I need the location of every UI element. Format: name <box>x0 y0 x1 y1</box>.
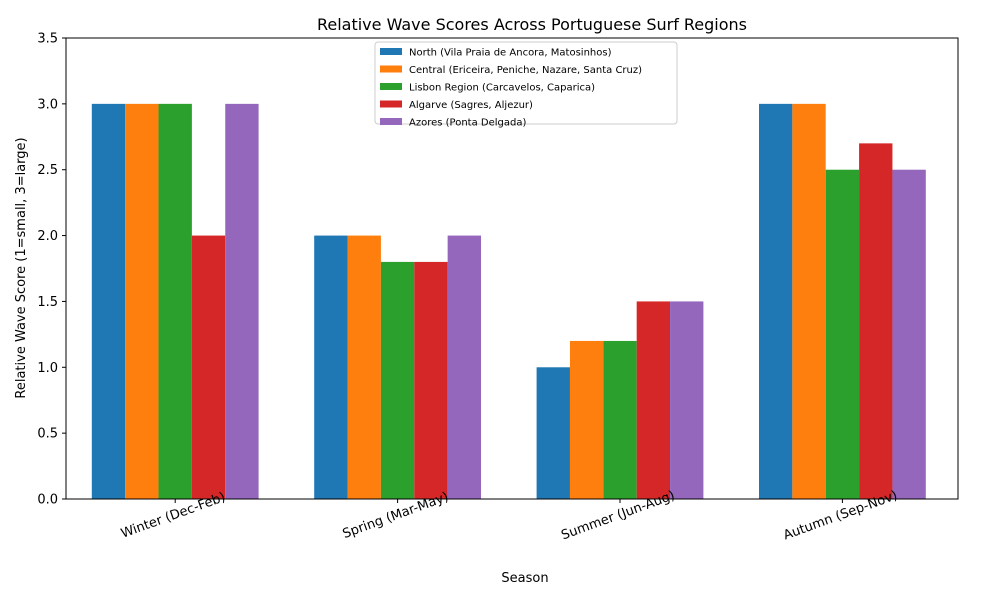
y-tick-label: 3.5 <box>37 32 58 47</box>
y-tick-label: 2.5 <box>37 163 58 178</box>
plot-frame <box>65 37 959 500</box>
y-axis: 0.0 0.5 1.0 1.5 2.0 2.5 3.0 3.5 <box>37 32 959 508</box>
y-tick-label: 1.0 <box>37 361 58 376</box>
bar-series-4-cat-2 <box>670 301 704 499</box>
bar-series-2-cat-0 <box>158 103 192 500</box>
bar-series-2-cat-2 <box>603 340 637 499</box>
bar-series-1-cat-2 <box>569 340 604 499</box>
legend-label: North (Vila Praia de Ancora, Matosinhos) <box>409 48 612 59</box>
bar-series-4-cat-3 <box>892 169 926 499</box>
bars-group <box>91 103 926 500</box>
y-tick-label: 0.5 <box>37 427 58 442</box>
y-tick-label: 1.5 <box>37 295 58 310</box>
legend-label: Azores (Ponta Delgada) <box>409 118 526 129</box>
y-axis-title: Relative Wave Score (1=small, 3=large) <box>14 137 29 398</box>
bar-series-1-cat-3 <box>792 103 826 500</box>
legend: North (Vila Praia de Ancora, Matosinhos)… <box>374 41 678 129</box>
legend-box <box>374 41 678 125</box>
legend-swatch <box>380 83 402 90</box>
chart-title: Relative Wave Scores Across Portuguese S… <box>317 15 747 34</box>
bar-series-1-cat-0 <box>125 103 159 500</box>
legend-swatch <box>380 118 402 125</box>
x-axis-title: Season <box>501 571 548 586</box>
y-tick-label: 0.0 <box>37 493 58 508</box>
bar-series-2-cat-3 <box>825 169 860 499</box>
legend-swatch <box>380 65 402 73</box>
legend-label: Central (Ericeira, Peniche, Nazare, Sant… <box>409 65 642 76</box>
legend-swatch <box>380 48 402 55</box>
bar-series-0-cat-3 <box>759 103 793 500</box>
legend-label: Lisbon Region (Carcavelos, Caparica) <box>409 83 595 94</box>
bar-series-1-cat-1 <box>347 235 381 499</box>
legend-label: Algarve (Sagres, Aljezur) <box>409 100 533 111</box>
bar-series-3-cat-3 <box>859 143 893 499</box>
y-tick-label: 2.0 <box>37 229 58 244</box>
legend-swatch <box>380 100 402 108</box>
bar-series-3-cat-2 <box>636 301 671 499</box>
bar-series-4-cat-1 <box>447 235 481 499</box>
bar-series-0-cat-2 <box>536 367 570 499</box>
bar-series-4-cat-0 <box>225 103 259 500</box>
bar-series-0-cat-1 <box>314 235 348 499</box>
bar-series-3-cat-1 <box>414 261 448 499</box>
y-tick-label: 3.0 <box>37 97 58 112</box>
bar-series-2-cat-1 <box>380 261 415 499</box>
bar-series-0-cat-0 <box>91 103 126 500</box>
bar-series-3-cat-0 <box>191 235 226 499</box>
